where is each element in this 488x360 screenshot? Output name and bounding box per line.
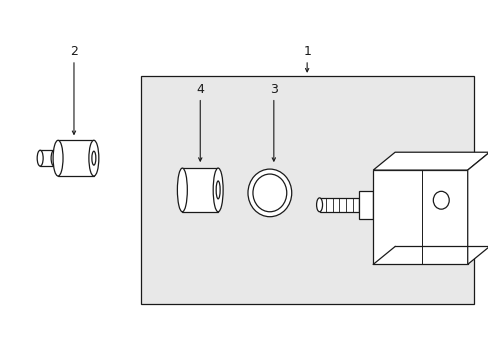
Polygon shape — [467, 152, 488, 264]
Bar — [58, 140, 94, 176]
Ellipse shape — [432, 191, 448, 209]
Bar — [319, 198, 359, 212]
Ellipse shape — [92, 151, 96, 165]
Bar — [359, 191, 372, 219]
Ellipse shape — [316, 198, 322, 212]
Ellipse shape — [177, 168, 187, 212]
Bar — [40, 150, 54, 166]
Text: 2: 2 — [70, 45, 78, 58]
Ellipse shape — [213, 168, 223, 212]
Ellipse shape — [252, 174, 286, 212]
Bar — [141, 76, 473, 304]
Ellipse shape — [247, 169, 291, 217]
Ellipse shape — [51, 150, 57, 166]
Polygon shape — [372, 152, 488, 170]
Bar — [182, 168, 218, 212]
Polygon shape — [372, 170, 467, 264]
Ellipse shape — [89, 140, 99, 176]
Ellipse shape — [37, 150, 43, 166]
Text: 3: 3 — [269, 83, 277, 96]
Text: 4: 4 — [196, 83, 204, 96]
Text: 1: 1 — [303, 45, 310, 58]
Ellipse shape — [53, 140, 63, 176]
Ellipse shape — [216, 181, 220, 199]
